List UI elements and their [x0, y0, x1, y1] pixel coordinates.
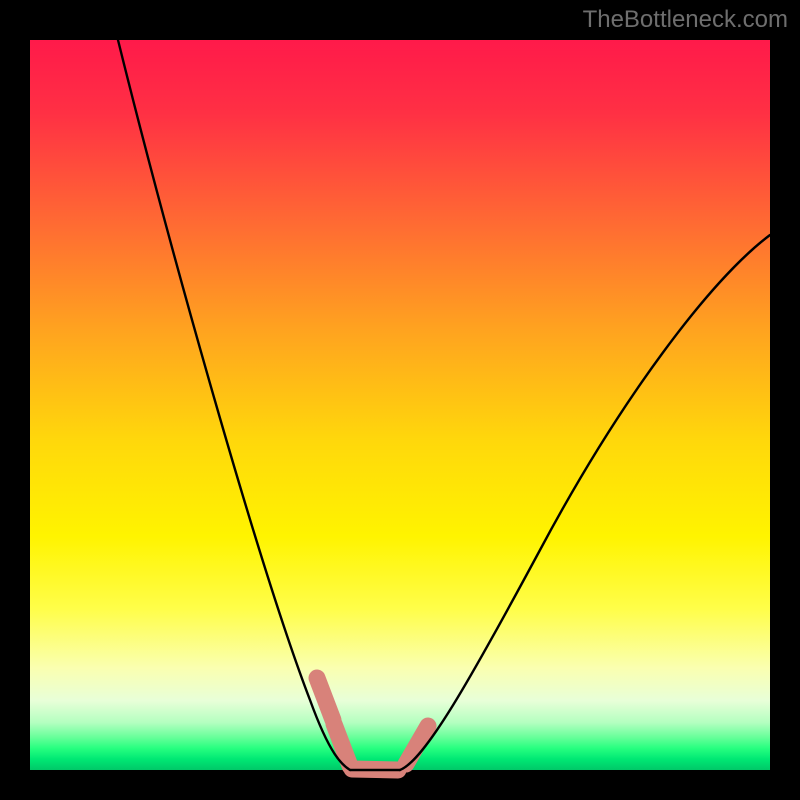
marker-group	[317, 678, 428, 770]
bottleneck-curve-segment	[118, 40, 350, 770]
chart-container: TheBottleneck.com	[0, 0, 800, 800]
watermark-text: TheBottleneck.com	[583, 6, 788, 34]
data-marker	[334, 724, 350, 766]
data-marker	[317, 678, 333, 720]
bottleneck-curve-segment	[400, 235, 770, 770]
curve-overlay-svg	[30, 40, 770, 770]
curve-group	[118, 40, 770, 770]
